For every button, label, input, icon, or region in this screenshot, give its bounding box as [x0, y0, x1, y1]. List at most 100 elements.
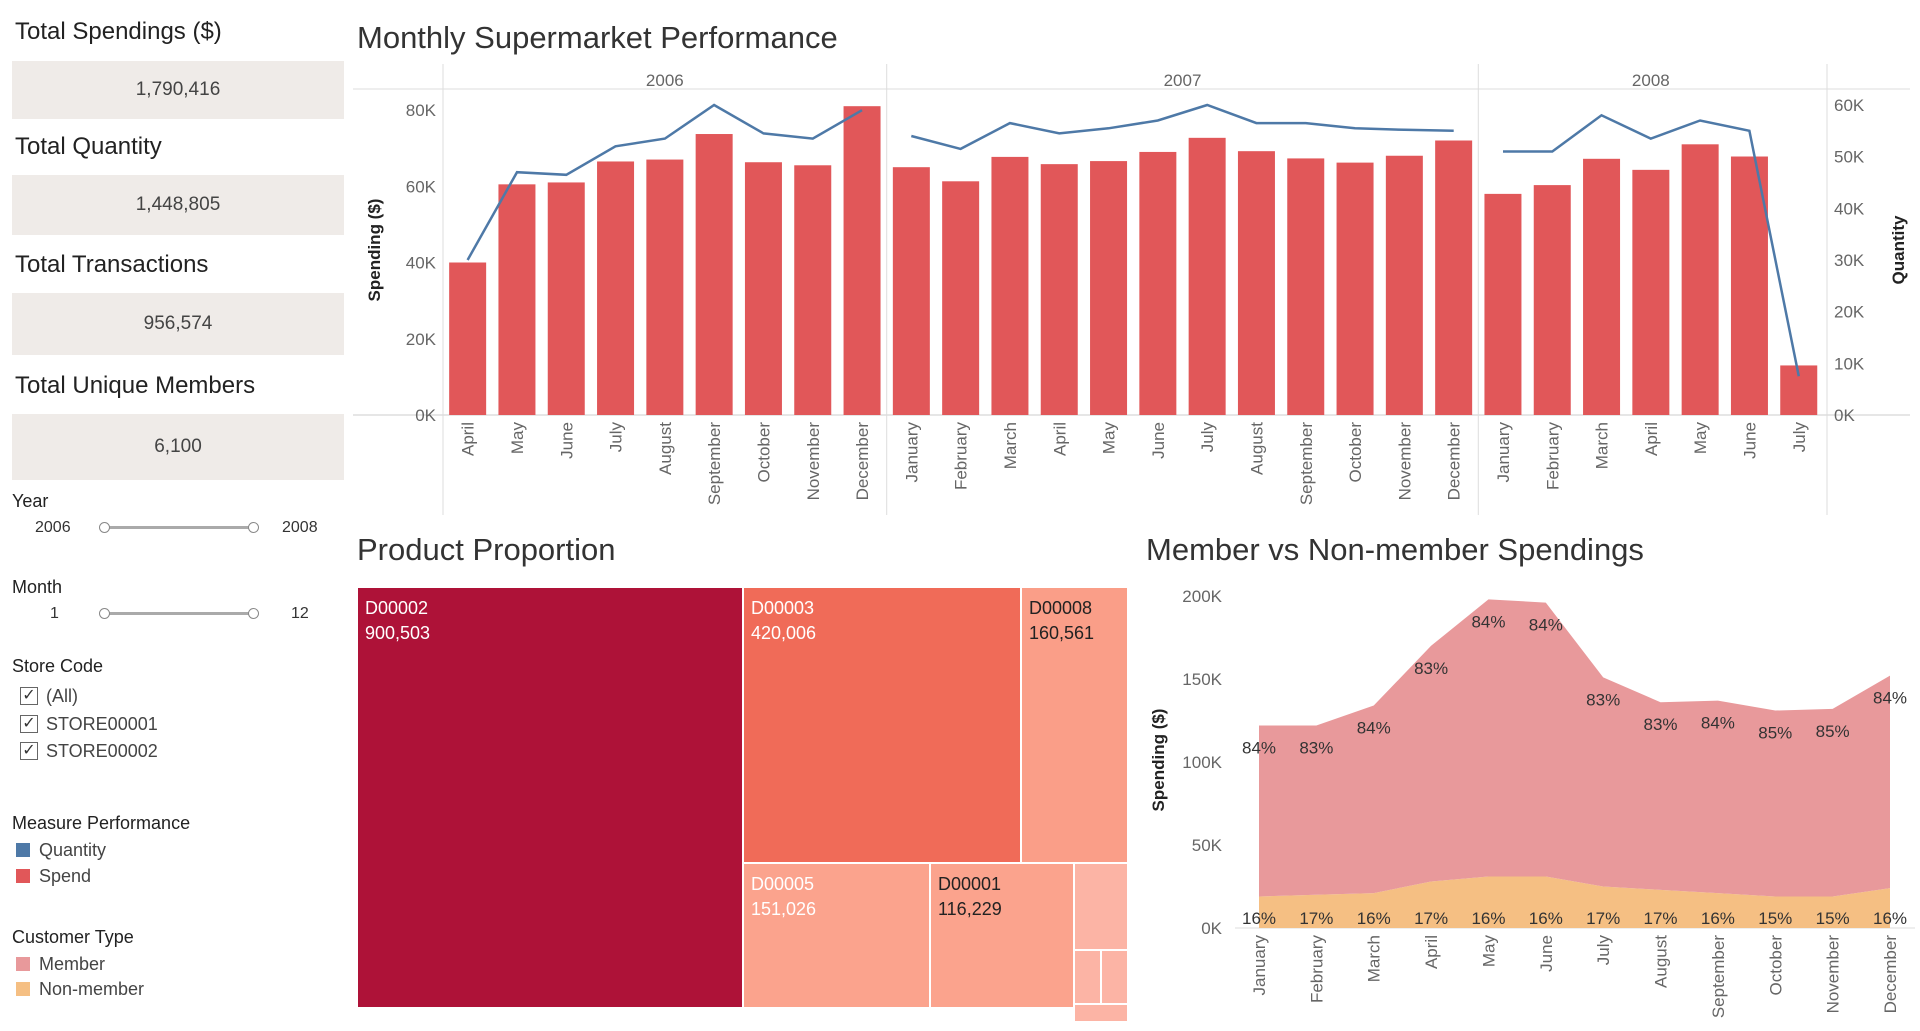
- member-percent-label: 83%: [1586, 690, 1620, 709]
- legend-swatch: [16, 843, 30, 857]
- month-slider-track[interactable]: [104, 612, 254, 615]
- member-percent-label: 84%: [1242, 738, 1276, 757]
- nonmember-percent-label: 17%: [1644, 909, 1678, 928]
- kpi-value-members: 6,100: [12, 414, 344, 480]
- y2-axis-label: Quantity: [1889, 215, 1908, 284]
- x-tick-label: October: [1766, 935, 1785, 996]
- y-tick-label: 60K: [406, 177, 437, 196]
- treemap-cell-small[interactable]: [1074, 950, 1101, 1004]
- treemap-cell-name: D00008: [1029, 598, 1093, 618]
- year-header-label: 2006: [646, 71, 684, 90]
- spend-bar: [1435, 140, 1473, 415]
- member-percent-label: 84%: [1701, 714, 1735, 733]
- checkbox-checked-icon[interactable]: ✓: [20, 687, 38, 705]
- x-tick-label: November: [1395, 422, 1414, 501]
- x-tick-label: May: [1691, 422, 1710, 455]
- nonmember-percent-label: 16%: [1701, 909, 1735, 928]
- spend-bar: [1533, 185, 1571, 415]
- kpi-value-quantity: 1,448,805: [12, 175, 344, 235]
- y-tick-label: 150K: [1182, 670, 1222, 689]
- treemap-cell-value: 160,561: [1029, 623, 1095, 643]
- nonmember-percent-label: 17%: [1586, 909, 1620, 928]
- y-axis-label: Spending ($): [365, 199, 384, 302]
- y2-tick-label: 10K: [1834, 354, 1865, 373]
- x-tick-label: June: [1740, 422, 1759, 459]
- treemap-cell-small[interactable]: [1074, 1004, 1128, 1022]
- store-filter-label: Store Code: [12, 656, 104, 676]
- treemap-cell-d00002[interactable]: D00002 900,503: [357, 587, 743, 1008]
- member-percent-label: 84%: [1471, 612, 1505, 631]
- product-treemap: D00002 900,503 D00003 420,006 D00008 160…: [357, 587, 1128, 1022]
- nonmember-percent-label: 17%: [1414, 909, 1448, 928]
- y-tick-label: 0K: [1201, 919, 1222, 938]
- x-tick-label: October: [754, 422, 773, 483]
- month-slider-max-handle[interactable]: [248, 608, 259, 619]
- customer-legend-title: Customer Type: [12, 927, 134, 947]
- treemap-cell-d00001[interactable]: D00001 116,229: [930, 863, 1074, 1008]
- kpi-title-transactions: Total Transactions: [15, 251, 209, 278]
- spend-bar: [449, 262, 487, 415]
- spend-bar: [547, 182, 585, 415]
- y-tick-label: 40K: [406, 254, 437, 273]
- month-slider-min-handle[interactable]: [99, 608, 110, 619]
- spend-bar: [1385, 155, 1423, 415]
- member-percent-label: 83%: [1299, 738, 1333, 757]
- store-option-store00002[interactable]: ✓ STORE00002: [20, 739, 158, 763]
- treemap-cell-d00005[interactable]: D00005 151,026: [743, 863, 930, 1008]
- x-tick-label: July: [1198, 422, 1217, 453]
- member-percent-label: 85%: [1816, 722, 1850, 741]
- quantity-line: [1503, 113, 1801, 377]
- spend-bar: [695, 134, 733, 416]
- spend-bar: [1188, 137, 1226, 416]
- y-tick-label: 200K: [1182, 587, 1222, 606]
- year-slider-min-handle[interactable]: [99, 522, 110, 533]
- x-tick-label: June: [1537, 935, 1556, 972]
- member-percent-label: 85%: [1758, 724, 1792, 743]
- nonmember-percent-label: 16%: [1873, 909, 1907, 928]
- kpi-value-transactions: 956,574: [12, 293, 344, 355]
- spend-bar: [1681, 144, 1719, 415]
- spend-bar: [1139, 151, 1177, 415]
- treemap-cell-value: 116,229: [938, 899, 1002, 919]
- store-option-label: STORE00002: [46, 740, 158, 761]
- y2-tick-label: 20K: [1834, 303, 1865, 322]
- legend-swatch: [16, 982, 30, 996]
- x-tick-label: January: [1250, 935, 1269, 996]
- x-tick-label: February: [1307, 935, 1326, 1004]
- treemap-cell-small[interactable]: [1101, 950, 1128, 1004]
- legend-label: Non-member: [39, 978, 145, 999]
- treemap-cell-name: D00005: [751, 874, 815, 894]
- legend-label: Quantity: [39, 839, 107, 860]
- year-slider-max-handle[interactable]: [248, 522, 259, 533]
- x-tick-label: January: [902, 422, 921, 483]
- treemap-cell-d00003[interactable]: D00003 420,006: [743, 587, 1021, 863]
- x-tick-label: November: [804, 422, 823, 501]
- checkbox-checked-icon[interactable]: ✓: [20, 742, 38, 760]
- kpi-title-quantity: Total Quantity: [15, 133, 162, 160]
- store-option-all[interactable]: ✓ (All): [20, 684, 78, 708]
- legend-label: Spend: [39, 865, 92, 886]
- spend-bar: [942, 181, 980, 415]
- spend-bar: [1237, 151, 1275, 416]
- member-percent-label: 84%: [1529, 616, 1563, 635]
- y2-tick-label: 60K: [1834, 96, 1865, 115]
- y-tick-label: 80K: [406, 101, 437, 120]
- year-header-label: 2007: [1164, 71, 1202, 90]
- checkbox-checked-icon[interactable]: ✓: [20, 715, 38, 733]
- treemap-cell-d00008[interactable]: D00008 160,561: [1021, 587, 1128, 863]
- member-spendings-chart: 0K 50K 100K 150K 200K Spending ($) 84% 16% 83% 17…: [1149, 587, 1915, 1018]
- x-tick-label: September: [705, 422, 724, 505]
- spend-bar: [892, 167, 930, 415]
- legend-label: Member: [39, 953, 106, 974]
- nonmember-percent-label: 17%: [1299, 909, 1333, 928]
- measure-legend-title: Measure Performance: [12, 813, 191, 833]
- spend-bar: [744, 162, 782, 415]
- y-tick-label: 20K: [406, 330, 437, 349]
- x-tick-label: March: [1593, 422, 1612, 469]
- treemap-cell-small[interactable]: [1074, 863, 1128, 950]
- year-slider-track[interactable]: [104, 526, 254, 529]
- quantity-line: [910, 103, 1454, 151]
- store-option-store00001[interactable]: ✓ STORE00001: [20, 712, 158, 736]
- nonmember-percent-label: 16%: [1471, 909, 1505, 928]
- treemap-cell-name: D00002: [365, 598, 429, 618]
